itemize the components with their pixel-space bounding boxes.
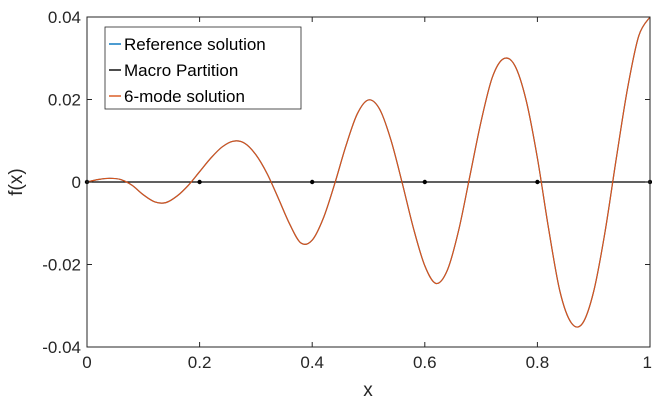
partition-marker bbox=[310, 179, 315, 185]
legend-box bbox=[104, 26, 302, 110]
y-tick-label: 0 bbox=[72, 173, 81, 192]
x-tick-label: 0.8 bbox=[526, 353, 550, 372]
partition-marker bbox=[535, 179, 540, 185]
legend-label-macro-partition: Macro Partition bbox=[124, 61, 238, 80]
x-tick-label: 0 bbox=[82, 353, 91, 372]
legend-label-reference: Reference solution bbox=[124, 35, 266, 54]
y-tick-label: 0.02 bbox=[48, 91, 81, 110]
x-tick-label: 0.2 bbox=[188, 353, 212, 372]
x-tick-label: 0.4 bbox=[300, 353, 324, 372]
legend-label-6-mode: 6-mode solution bbox=[124, 87, 245, 106]
tick-layer bbox=[86, 16, 651, 348]
x-tick-label: 1 bbox=[643, 353, 652, 372]
marker-layer bbox=[84, 179, 652, 185]
y-axis-label: f(x) bbox=[6, 168, 27, 195]
y-tick-label: -0.02 bbox=[42, 256, 81, 275]
y-tick-label: 0.04 bbox=[48, 8, 81, 27]
partition-marker bbox=[197, 179, 202, 185]
series-line-2 bbox=[86, 16, 651, 328]
partition-marker bbox=[422, 179, 427, 185]
y-tick-label: -0.04 bbox=[42, 338, 81, 357]
series-layer bbox=[86, 16, 651, 328]
legend: Reference solution Macro Partition 6-mod… bbox=[104, 26, 302, 110]
tick-label-layer: 0 0.2 0.4 0.6 0.8 1 -0.04 -0.02 0 0.02 0.04 bbox=[42, 8, 652, 372]
x-axis-label: x bbox=[363, 380, 373, 400]
x-tick-label: 0.6 bbox=[413, 353, 437, 372]
